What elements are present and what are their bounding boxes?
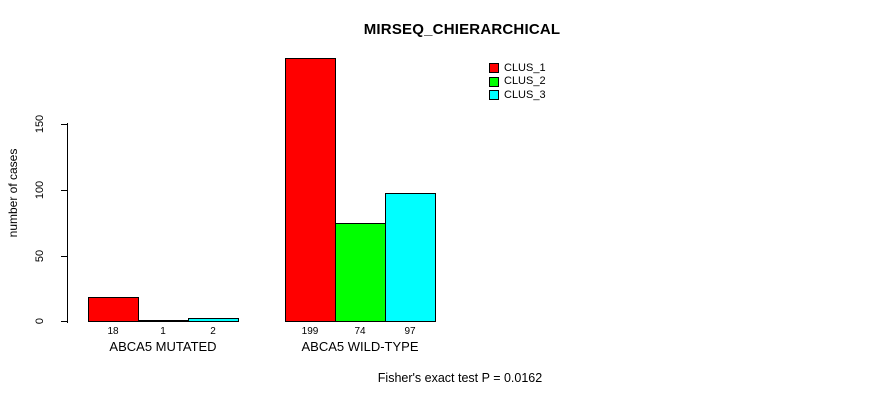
x-category-label: ABCA5 WILD-TYPE <box>301 339 419 354</box>
bar-value-label: 199 <box>301 326 319 337</box>
bar-value-label: 74 <box>354 326 366 337</box>
y-tick-mark <box>61 321 68 322</box>
bar-clus_2-group2 <box>335 223 386 322</box>
y-tick-label: 100 <box>34 180 46 199</box>
bar-clus_2-group1 <box>138 319 189 322</box>
bar-value-label: 2 <box>210 326 216 337</box>
y-tick-label: 150 <box>34 114 46 133</box>
y-tick-mark <box>61 123 68 125</box>
legend-item: CLUS_3 <box>489 88 546 101</box>
y-axis-line <box>67 123 68 323</box>
legend-swatch-icon <box>489 63 499 74</box>
bar-clus_1-group2 <box>285 58 336 322</box>
y-tick-label: 50 <box>34 249 46 262</box>
bar-value-label: 18 <box>107 326 119 337</box>
bar-value-label: 1 <box>160 326 166 337</box>
legend-swatch-icon <box>489 76 499 87</box>
legend-item-label: CLUS_2 <box>504 75 546 88</box>
legend-swatch-icon <box>489 90 499 101</box>
legend: CLUS_1 CLUS_2 CLUS_3 <box>489 61 546 101</box>
y-axis-label: number of cases <box>6 148 20 238</box>
bar-clus_3-group2 <box>385 192 436 322</box>
y-tick-mark <box>61 189 68 191</box>
chart-title: MIRSEQ_CHIERARCHICAL <box>363 21 561 38</box>
legend-item: CLUS_1 <box>489 61 546 74</box>
bar-clus_1-group1 <box>88 297 139 322</box>
legend-item-label: CLUS_3 <box>504 88 546 101</box>
legend-item: CLUS_2 <box>489 75 546 88</box>
legend-item-label: CLUS_1 <box>504 61 546 74</box>
y-tick-mark <box>61 255 68 257</box>
stat-annotation: Fisher's exact test P = 0.0162 <box>377 371 543 385</box>
bar-value-label: 97 <box>404 326 416 337</box>
x-category-label: ABCA5 MUTATED <box>109 339 217 354</box>
y-tick-label: 0 <box>34 317 46 325</box>
bar-clus_3-group1 <box>188 318 239 322</box>
